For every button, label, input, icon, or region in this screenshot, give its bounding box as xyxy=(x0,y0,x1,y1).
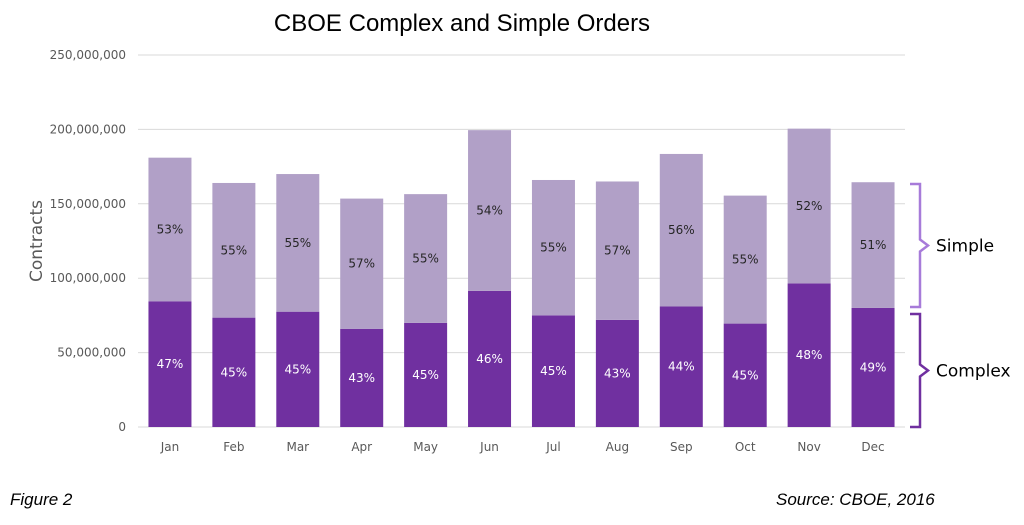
x-tick-label: Jun xyxy=(479,440,499,454)
data-label-complex: 49% xyxy=(860,360,887,374)
bar-simple xyxy=(468,130,512,291)
data-label-simple: 51% xyxy=(860,238,887,252)
bar-complex xyxy=(851,307,895,427)
y-axis-label: Contracts xyxy=(27,200,47,282)
data-label-complex: 44% xyxy=(668,360,695,374)
x-tick-label: Jul xyxy=(545,440,560,454)
y-tick-label: 150,000,000 xyxy=(50,197,126,211)
bar-simple xyxy=(404,194,448,323)
bar-complex xyxy=(276,311,320,427)
data-label-complex: 45% xyxy=(412,368,439,382)
bar-complex xyxy=(148,301,192,427)
data-label-complex: 45% xyxy=(540,364,567,378)
bar-simple xyxy=(851,182,895,308)
data-label-simple: 54% xyxy=(476,203,503,217)
x-tick-label: Sep xyxy=(670,440,693,454)
annotation-simple: Simple xyxy=(936,237,994,257)
bar-complex xyxy=(340,328,384,427)
x-tick-label: Nov xyxy=(797,440,820,454)
x-tick-label: Apr xyxy=(351,440,372,454)
data-label-simple: 56% xyxy=(668,223,695,237)
bar-complex xyxy=(468,290,512,427)
data-label-complex: 47% xyxy=(157,357,184,371)
data-label-complex: 43% xyxy=(348,371,375,385)
bar-simple xyxy=(148,157,192,302)
bar-complex xyxy=(595,319,639,427)
data-label-simple: 55% xyxy=(284,236,311,250)
bar-complex xyxy=(212,317,256,427)
x-tick-label: Mar xyxy=(286,440,309,454)
data-label-simple: 52% xyxy=(796,199,823,213)
bar-complex xyxy=(723,323,767,427)
data-label-complex: 45% xyxy=(732,368,759,382)
data-label-simple: 55% xyxy=(540,241,567,255)
figure-label: Figure 2 xyxy=(10,490,73,509)
data-label-complex: 43% xyxy=(604,366,631,380)
data-label-complex: 46% xyxy=(476,352,503,366)
bar-complex xyxy=(531,315,575,427)
data-label-complex: 45% xyxy=(221,365,248,379)
x-tick-label: Feb xyxy=(223,440,244,454)
bar-simple xyxy=(212,182,256,318)
annotation-complex: Complex xyxy=(936,362,1011,382)
data-label-simple: 57% xyxy=(348,257,375,271)
y-tick-label: 100,000,000 xyxy=(50,271,126,285)
bar-complex xyxy=(787,283,831,427)
y-tick-label: 50,000,000 xyxy=(57,346,126,360)
x-tick-label: Jan xyxy=(160,440,180,454)
y-tick-label: 250,000,000 xyxy=(50,48,126,62)
x-tick-label: Aug xyxy=(606,440,629,454)
complex-bracket xyxy=(910,312,931,429)
bar-simple xyxy=(340,198,384,329)
bar-simple xyxy=(531,179,575,316)
data-label-complex: 48% xyxy=(796,348,823,362)
bar-simple xyxy=(595,181,639,320)
x-tick-label: May xyxy=(413,440,438,454)
data-label-simple: 57% xyxy=(604,244,631,258)
y-tick-label: 0 xyxy=(118,420,126,434)
chart-title: CBOE Complex and Simple Orders xyxy=(273,10,651,37)
source-label: Source: CBOE, 2016 xyxy=(776,490,935,509)
y-tick-label: 200,000,000 xyxy=(50,122,126,136)
bar-complex xyxy=(404,322,448,427)
x-tick-label: Dec xyxy=(861,440,884,454)
bar-simple xyxy=(659,153,703,307)
bar-complex xyxy=(659,306,703,427)
data-label-simple: 55% xyxy=(412,251,439,265)
data-label-simple: 55% xyxy=(221,243,248,257)
data-label-complex: 45% xyxy=(284,362,311,376)
simple-bracket xyxy=(910,182,931,309)
bar-simple xyxy=(787,128,831,284)
data-label-simple: 53% xyxy=(157,222,184,236)
bar-simple xyxy=(276,174,320,312)
data-label-simple: 55% xyxy=(732,253,759,267)
x-tick-label: Oct xyxy=(735,440,756,454)
bar-simple xyxy=(723,195,767,324)
